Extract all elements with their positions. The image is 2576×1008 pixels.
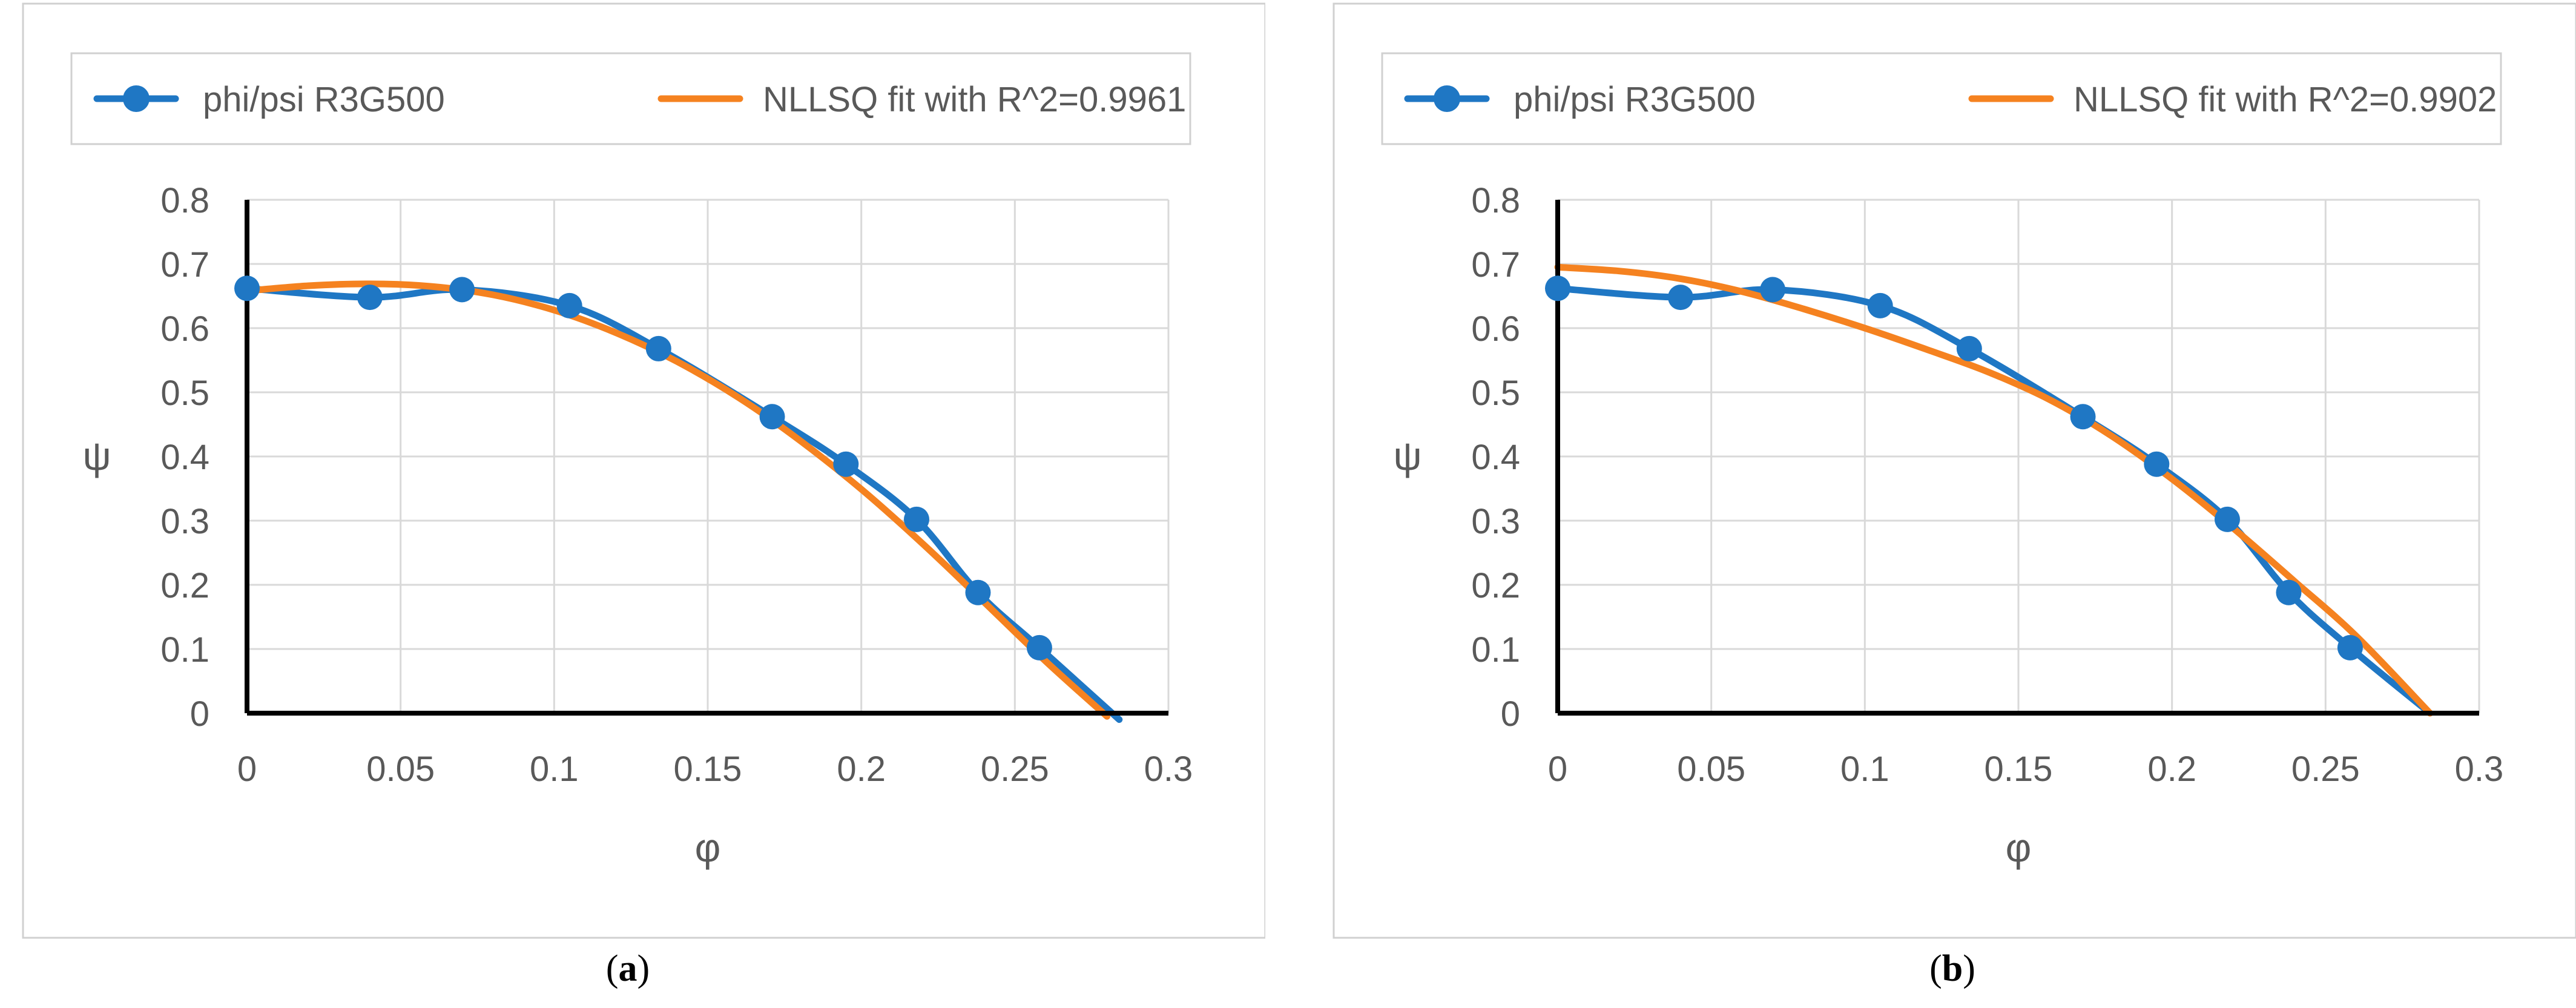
y-tick-label: 0.2 bbox=[1471, 566, 1520, 605]
chart-panel-a: 0 0.1 0.2 0.3 0.4 0.5 0.6 0.7 0.8 0 0.05 0.1 0.15 0.2… bbox=[0, 0, 1265, 1008]
y-tick-label: 0.1 bbox=[160, 630, 209, 670]
legend-box bbox=[1381, 52, 2502, 145]
data-point bbox=[449, 277, 475, 303]
data-point bbox=[1026, 634, 1052, 660]
x-axis-title: φ bbox=[695, 825, 721, 870]
x-tick-label: 0.25 bbox=[2291, 749, 2360, 789]
chart-panel-b: 0 0.1 0.2 0.3 0.4 0.5 0.6 0.7 0.8 0 0.05 0.1 0.15 0.2… bbox=[1311, 0, 2576, 1008]
caption-b-label: b bbox=[1942, 948, 1963, 989]
x-tick-label: 0.05 bbox=[366, 749, 435, 789]
chart-frame bbox=[1332, 2, 2576, 939]
x-tick-label: 0.3 bbox=[1144, 749, 1193, 789]
x-tick-label: 0.25 bbox=[981, 749, 1049, 789]
chart-b: 0 0.1 0.2 0.3 0.4 0.5 0.6 0.7 0.8 0 0.05 0.1 0.15 0.2… bbox=[1332, 2, 2576, 939]
y-axis-title: ψ bbox=[82, 433, 111, 478]
y-tick-label: 0.3 bbox=[1471, 502, 1520, 541]
y-tick-label: 0 bbox=[190, 694, 209, 734]
y-tick-label: 0 bbox=[1501, 694, 1520, 734]
x-tick-label: 0.15 bbox=[1985, 749, 2053, 789]
data-point bbox=[1545, 275, 1570, 301]
legend-label-1: phi/psi R3G500 bbox=[203, 80, 445, 119]
data-point bbox=[1956, 335, 1982, 361]
y-tick-label: 0.6 bbox=[1471, 309, 1520, 349]
y-tick-label: 0.8 bbox=[1471, 181, 1520, 220]
data-point bbox=[234, 275, 260, 301]
y-tick-label: 0.7 bbox=[160, 245, 209, 285]
x-tick-label: 0.1 bbox=[530, 749, 579, 789]
legend-label-1: phi/psi R3G500 bbox=[1514, 80, 1756, 119]
caption-b: (b) bbox=[1929, 948, 1975, 989]
legend-marker bbox=[123, 85, 150, 112]
series-line-2 bbox=[1554, 263, 2434, 717]
data-point bbox=[833, 451, 859, 477]
x-axis-title: φ bbox=[2006, 825, 2032, 870]
x-tick-label: 0.15 bbox=[674, 749, 742, 789]
x-tick-label: 0.1 bbox=[1840, 749, 1889, 789]
data-point bbox=[2337, 634, 2363, 660]
data-point bbox=[1760, 277, 1786, 303]
data-point bbox=[2276, 579, 2302, 605]
data-point bbox=[1667, 285, 1693, 311]
chart-frame bbox=[22, 2, 1265, 939]
data-point bbox=[759, 404, 785, 430]
legend-box bbox=[70, 52, 1191, 145]
y-tick-label: 0.2 bbox=[160, 566, 209, 605]
caption-a-label: a bbox=[618, 948, 637, 989]
x-tick-label: 0.2 bbox=[837, 749, 886, 789]
data-point bbox=[645, 335, 671, 361]
data-point bbox=[1867, 292, 1893, 318]
y-tick-label: 0.4 bbox=[160, 438, 209, 477]
data-point bbox=[965, 579, 991, 605]
legend-marker bbox=[1434, 85, 1460, 112]
x-tick-label: 0.3 bbox=[2455, 749, 2504, 789]
y-axis-title: ψ bbox=[1393, 433, 1421, 478]
data-point bbox=[2144, 451, 2170, 477]
y-tick-label: 0.4 bbox=[1471, 438, 1520, 477]
chart-a: 0 0.1 0.2 0.3 0.4 0.5 0.6 0.7 0.8 0 0.05 0.1 0.15 0.2… bbox=[22, 2, 1265, 939]
data-point bbox=[2214, 506, 2240, 532]
data-point bbox=[903, 506, 929, 532]
data-point bbox=[357, 285, 383, 311]
y-tick-label: 0.8 bbox=[160, 181, 209, 220]
caption-a: (a) bbox=[605, 948, 650, 989]
y-tick-label: 0.3 bbox=[160, 502, 209, 541]
y-tick-label: 0.5 bbox=[160, 374, 209, 413]
data-point bbox=[2070, 404, 2096, 430]
x-tick-label: 0 bbox=[1548, 749, 1567, 789]
y-tick-label: 0.1 bbox=[1471, 630, 1520, 670]
y-tick-label: 0.7 bbox=[1471, 245, 1520, 285]
legend-label-2: NLLSQ fit with R^2=0.9961 bbox=[763, 80, 1186, 119]
y-tick-label: 0.5 bbox=[1471, 374, 1520, 413]
data-point bbox=[556, 292, 582, 318]
y-tick-label: 0.6 bbox=[160, 309, 209, 349]
x-tick-label: 0 bbox=[237, 749, 257, 789]
legend-label-2: NLLSQ fit with R^2=0.9902 bbox=[2074, 80, 2497, 119]
x-tick-label: 0.05 bbox=[1677, 749, 1745, 789]
x-tick-label: 0.2 bbox=[2147, 749, 2196, 789]
